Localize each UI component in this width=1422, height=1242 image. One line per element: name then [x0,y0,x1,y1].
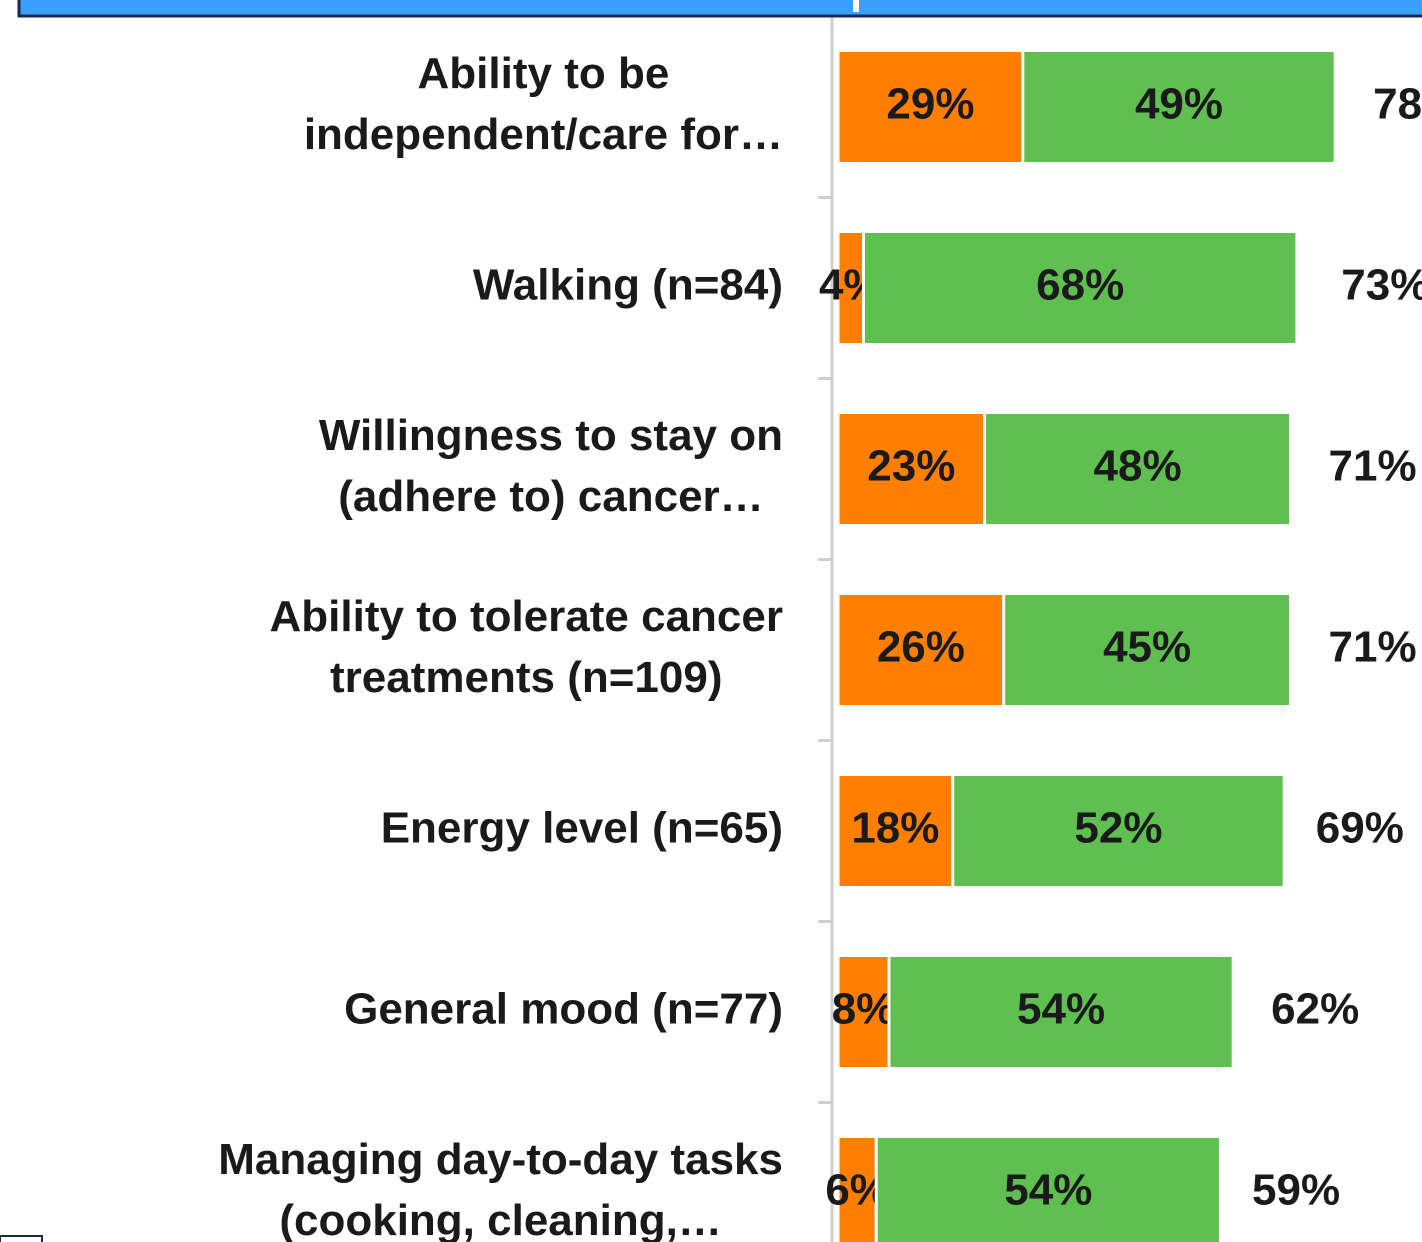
value-label: 45% [1103,623,1191,672]
bar-segment [874,1135,1222,1242]
category-label: independent/care for… [304,110,783,159]
category-label: Walking (n=84) [473,261,783,310]
total-label: 69% [1316,804,1404,853]
category-label: (cooking, cleaning,… [279,1196,722,1242]
category-label: Ability to tolerate cancer [270,592,783,641]
value-label: 23% [867,442,955,491]
total-label: 71% [1329,623,1417,672]
category-label: treatments (n=109) [330,653,722,702]
value-label: 52% [1074,804,1162,853]
bar-segment [1021,49,1337,165]
value-label: 49% [1135,80,1223,129]
bar-segment [887,954,1235,1070]
header-notch [853,0,859,12]
category-label: Ability to be [418,49,670,98]
category-label: General mood (n=77) [344,985,783,1034]
category-label: Managing day-to-day tasks [218,1135,783,1184]
bar-segment [861,230,1299,346]
header-bar [17,0,1422,18]
value-label: 54% [1017,985,1105,1034]
value-label: 54% [1004,1166,1092,1215]
corner-element [0,1235,43,1242]
bar-segment [836,954,891,1070]
bar-segment [836,773,955,889]
category-label: Energy level (n=65) [381,804,783,853]
bar-segment [836,230,865,346]
bar-segment [983,411,1293,527]
total-label: 71% [1329,442,1417,491]
total-label: 59% [1252,1166,1340,1215]
total-label: 78% [1373,80,1422,129]
total-label: 73% [1341,261,1422,310]
value-label: 18% [851,804,939,853]
bar-segment [951,773,1286,889]
value-label: 26% [877,623,965,672]
bar-segment [1002,592,1293,708]
value-label: 68% [1036,261,1124,310]
value-label: 48% [1094,442,1182,491]
category-label: Willingness to stay on [319,411,783,460]
total-label: 62% [1271,985,1359,1034]
value-label: 29% [886,80,974,129]
bar-segment [836,411,987,527]
category-label: (adhere to) cancer… [338,472,763,521]
value-label: 8% [832,985,896,1034]
